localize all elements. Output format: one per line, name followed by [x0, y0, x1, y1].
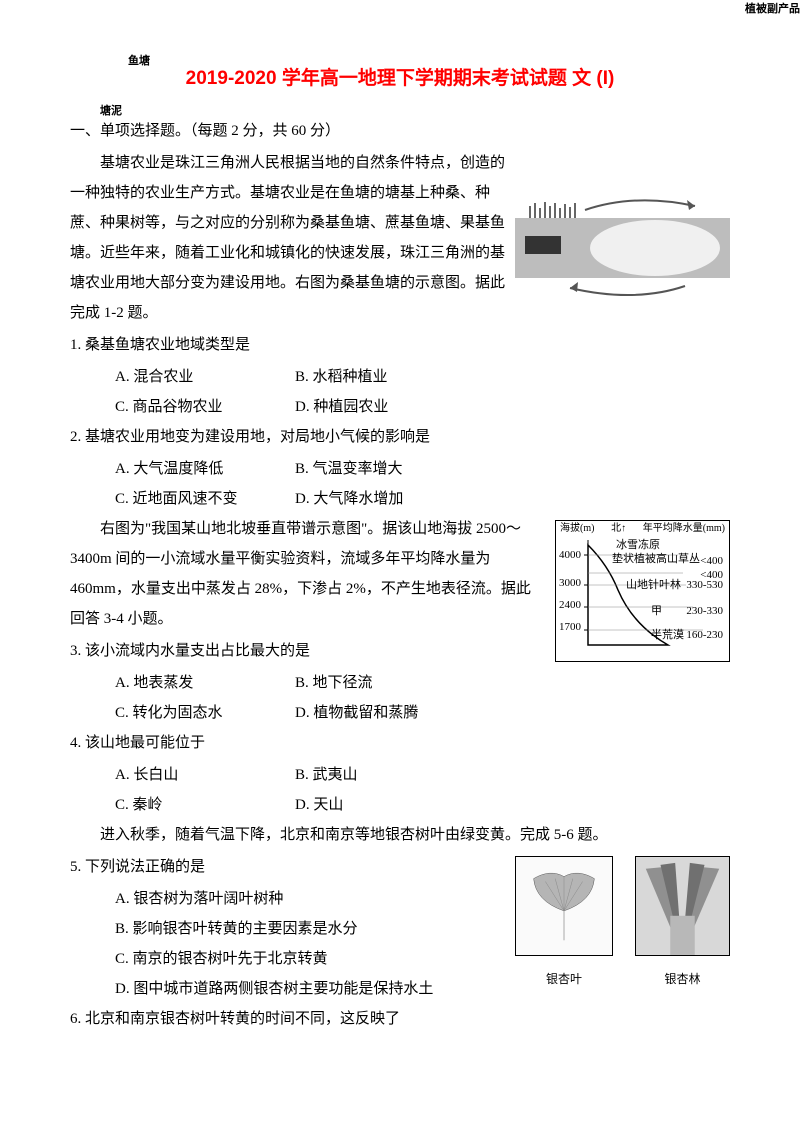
fig1-label-left: 桑基: [16, 50, 38, 72]
question-1-options: A. 混合农业 B. 水稻种植业: [70, 362, 730, 392]
q4-opt-a: A. 长白山: [115, 760, 265, 790]
q2-opt-b: B. 气温变率增大: [295, 454, 445, 484]
fig2-r6-alt: 1700: [559, 621, 581, 634]
figure-pond-diagram: 植被副产品 桑基 鱼塘 塘泥: [515, 188, 730, 319]
q2-opt-a: A. 大气温度降低: [115, 454, 265, 484]
q2-opt-c: C. 近地面风速不变: [115, 484, 265, 514]
fig2-r4-alt: 2400: [559, 599, 581, 612]
q1-opt-d: D. 种植园农业: [295, 392, 445, 422]
fig2-r2-alt: 3000: [559, 577, 581, 590]
figure-ginkgo-leaf: 银杏叶: [515, 856, 613, 991]
fig2-r0-alt: 4000: [559, 549, 581, 562]
fig2-alt-title: 海拔(m): [560, 523, 594, 535]
q4-opt-b: B. 武夷山: [295, 760, 445, 790]
question-4-options-2: C. 秦岭 D. 天山: [70, 790, 730, 820]
question-3-options: A. 地表蒸发 B. 地下径流: [70, 668, 730, 698]
question-3-options-2: C. 转化为固态水 D. 植物截留和蒸腾: [70, 698, 730, 728]
fig1-label-bottom: 塘泥: [100, 100, 122, 122]
fig2-r5-rain: 230-330: [686, 605, 723, 618]
exam-title: 2019-2020 学年高一地理下学期期末考试试题 文 (I): [70, 60, 730, 98]
question-4-options: A. 长白山 B. 武夷山: [70, 760, 730, 790]
fig2-r3-zone: 山地针叶林: [626, 579, 681, 592]
q3-opt-d: D. 植物截留和蒸腾: [295, 698, 445, 728]
fig2-r1-rain: <400: [700, 555, 723, 568]
question-6: 6. 北京和南京银杏树叶转黄的时间不同，这反映了: [70, 1004, 730, 1034]
q5-opt-b: B. 影响银杏叶转黄的主要因素是水分: [115, 914, 475, 944]
fig2-r7-zone: 半荒漠: [651, 629, 684, 642]
q2-opt-d: D. 大气降水增加: [295, 484, 445, 514]
fig2-r1-zone: 垫状植被高山草丛: [612, 553, 700, 566]
question-5: 5. 下列说法正确的是: [70, 852, 730, 882]
passage-3: 进入秋季，随着气温下降，北京和南京等地银杏树叶由绿变黄。完成 5-6 题。: [70, 820, 730, 850]
question-2-options: A. 大气温度降低 B. 气温变率增大: [70, 454, 730, 484]
question-5-options: A. 银杏树为落叶阔叶树种: [70, 884, 505, 914]
question-1: 1. 桑基鱼塘农业地域类型是: [70, 330, 730, 360]
q1-opt-a: A. 混合农业: [115, 362, 265, 392]
q5-opt-a: A. 银杏树为落叶阔叶树种: [115, 884, 475, 914]
q3-opt-c: C. 转化为固态水: [115, 698, 265, 728]
fig4-label: 银杏林: [635, 967, 730, 991]
q5-opt-c: C. 南京的银杏树叶先于北京转黄: [115, 944, 475, 974]
question-2-options-2: C. 近地面风速不变 D. 大气降水增加: [70, 484, 730, 514]
fig2-r0-zone: 冰雪冻原: [616, 539, 660, 552]
question-4: 4. 该山地最可能位于: [70, 728, 730, 758]
q1-opt-c: C. 商品谷物农业: [115, 392, 265, 422]
fig2-r7-rain: 160-230: [686, 629, 723, 642]
figure-mountain-zones: 海拔(m) 北↑ 年平均降水量(mm) 4000 冰雪冻原 垫状植被高山草丛 <…: [555, 520, 730, 662]
figure-ginkgo-forest: 银杏林: [635, 856, 730, 991]
q1-opt-b: B. 水稻种植业: [295, 362, 445, 392]
question-1-options-2: C. 商品谷物农业 D. 种植园农业: [70, 392, 730, 422]
fig1-label-right: 鱼塘: [128, 50, 150, 72]
fig2-rain-title: 年平均降水量(mm): [643, 523, 725, 535]
fig2-r5-zone: 甲: [651, 605, 662, 618]
q4-opt-d: D. 天山: [295, 790, 445, 820]
q5-opt-d: D. 图中城市道路两侧银杏树主要功能是保持水土: [115, 974, 475, 1004]
fig1-label-top: 植被副产品: [745, 0, 800, 20]
q3-opt-a: A. 地表蒸发: [115, 668, 265, 698]
fig2-r3-rain: 330-530: [686, 579, 723, 592]
section-1-header: 一、单项选择题。（每题 2 分，共 60 分）: [70, 116, 730, 146]
q3-opt-b: B. 地下径流: [295, 668, 445, 698]
fig2-north: 北↑: [611, 523, 626, 535]
fig3-label: 银杏叶: [515, 967, 613, 991]
question-2: 2. 基塘农业用地变为建设用地，对局地小气候的影响是: [70, 422, 730, 452]
q4-opt-c: C. 秦岭: [115, 790, 265, 820]
